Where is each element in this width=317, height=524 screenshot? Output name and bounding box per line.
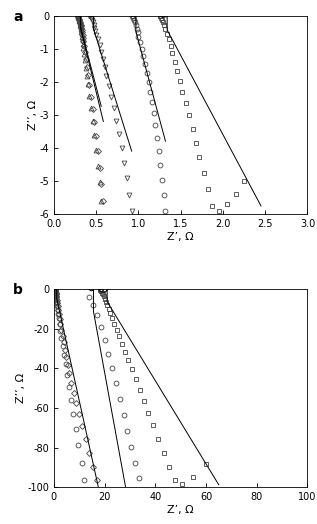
Y-axis label: Z’’, Ω: Z’’, Ω bbox=[28, 100, 38, 130]
Text: a: a bbox=[13, 10, 23, 24]
X-axis label: Z’, Ω: Z’, Ω bbox=[167, 505, 194, 515]
X-axis label: Z’, Ω: Z’, Ω bbox=[167, 232, 194, 242]
Text: b: b bbox=[13, 283, 23, 297]
Y-axis label: Z’’, Ω: Z’’, Ω bbox=[16, 373, 26, 403]
